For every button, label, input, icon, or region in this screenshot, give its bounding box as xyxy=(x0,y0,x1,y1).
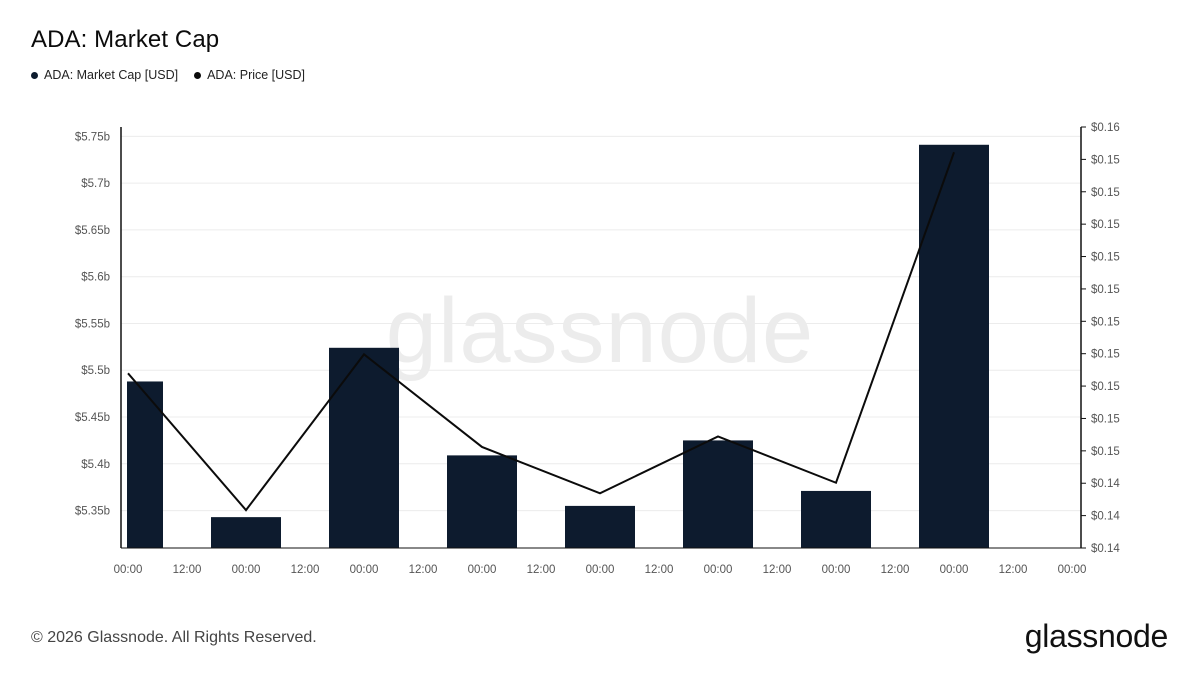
left-y-tick-label: $5.5b xyxy=(81,365,110,377)
x-tick-label: 12:00 xyxy=(881,564,910,576)
x-tick-label: 12:00 xyxy=(173,564,202,576)
right-y-tick-label: $0.15 xyxy=(1091,187,1120,199)
x-tick-label: 12:00 xyxy=(763,564,792,576)
legend-label: ADA: Market Cap [USD] xyxy=(44,68,179,82)
watermark: glassnode xyxy=(386,280,814,382)
bar-market-cap[interactable] xyxy=(127,381,163,548)
bar-market-cap[interactable] xyxy=(801,490,871,548)
legend-dot-icon xyxy=(31,71,38,79)
legend-item-market-cap[interactable]: ADA: Market Cap [USD] xyxy=(31,68,178,82)
right-y-tick-label: $0.15 xyxy=(1091,381,1120,393)
right-y-tick-label: $0.14 xyxy=(1091,543,1120,555)
price-line xyxy=(127,151,955,512)
x-tick-label: 00:00 xyxy=(704,564,733,576)
x-axis: 00:00 12:00 00:00 12:00 00:00 12:00 00:00 12:00… xyxy=(114,564,1087,576)
bar-market-cap[interactable] xyxy=(211,517,281,548)
x-tick-label: 00:00 xyxy=(468,564,497,576)
chart-title: ADA: Market Cap xyxy=(31,26,220,53)
left-y-tick-label: $5.75b xyxy=(75,131,110,143)
axes xyxy=(120,127,1082,549)
x-tick-label: 00:00 xyxy=(1058,564,1087,576)
left-y-tick-label: $5.65b xyxy=(75,225,110,237)
x-tick-label: 00:00 xyxy=(232,564,261,576)
legend-item-price[interactable]: ADA: Price [USD] xyxy=(194,68,305,82)
right-y-tick-label: $0.14 xyxy=(1091,478,1120,490)
x-tick-label: 12:00 xyxy=(999,564,1028,576)
right-y-tick-label: $0.15 xyxy=(1091,413,1120,425)
x-tick-label: 12:00 xyxy=(291,564,320,576)
x-tick-label: 00:00 xyxy=(822,564,851,576)
x-tick-label: 00:00 xyxy=(114,564,143,576)
x-tick-label: 12:00 xyxy=(527,564,556,576)
left-y-tick-label: $5.35b xyxy=(75,506,110,518)
price-line-path[interactable] xyxy=(127,151,955,512)
left-y-tick-label: $5.45b xyxy=(75,412,110,424)
right-y-tick-label: $0.15 xyxy=(1091,349,1120,361)
left-y-tick-label: $5.7b xyxy=(81,178,110,190)
left-y-tick-label: $5.55b xyxy=(75,318,110,330)
x-tick-label: 00:00 xyxy=(586,564,615,576)
right-y-tick-label: $0.14 xyxy=(1091,511,1120,523)
bar-market-cap[interactable] xyxy=(565,505,635,548)
left-y-axis: $5.35b $5.4b $5.45b $5.5b $5.55b $5.6b $5.65b $… xyxy=(75,131,110,517)
x-tick-label: 12:00 xyxy=(409,564,438,576)
right-y-tick-label: $0.16 xyxy=(1091,122,1120,134)
left-y-tick-label: $5.6b xyxy=(81,272,110,284)
right-y-tick-label: $0.15 xyxy=(1091,154,1120,166)
bar-market-cap[interactable] xyxy=(683,440,753,548)
right-y-tick-label: $0.15 xyxy=(1091,219,1120,231)
copyright-footer: © 2026 Glassnode. All Rights Reserved. xyxy=(31,629,317,646)
legend-dot-icon xyxy=(194,71,202,79)
glassnode-logo[interactable]: glassnode xyxy=(1024,618,1169,654)
x-tick-label: 00:00 xyxy=(940,564,969,576)
bar-market-cap[interactable] xyxy=(329,347,399,548)
x-tick-label: 12:00 xyxy=(645,564,674,576)
x-tick-label: 00:00 xyxy=(350,564,379,576)
legend-label: ADA: Price [USD] xyxy=(207,68,306,82)
bar-market-cap[interactable] xyxy=(919,144,989,548)
legend: ADA: Market Cap [USD] ADA: Price [USD] xyxy=(31,68,305,82)
left-y-tick-label: $5.4b xyxy=(81,459,110,471)
right-y-tick-label: $0.15 xyxy=(1091,446,1120,458)
bar-market-cap[interactable] xyxy=(447,455,517,548)
right-y-tick-label: $0.15 xyxy=(1091,284,1120,296)
bars xyxy=(127,144,989,548)
right-y-axis: $0.14 $0.14 $0.14 $0.15 $0.15 $0.15 $0.15 $0.15… xyxy=(1081,122,1120,555)
right-y-tick-label: $0.15 xyxy=(1091,252,1120,264)
right-y-tick-label: $0.15 xyxy=(1091,316,1120,328)
